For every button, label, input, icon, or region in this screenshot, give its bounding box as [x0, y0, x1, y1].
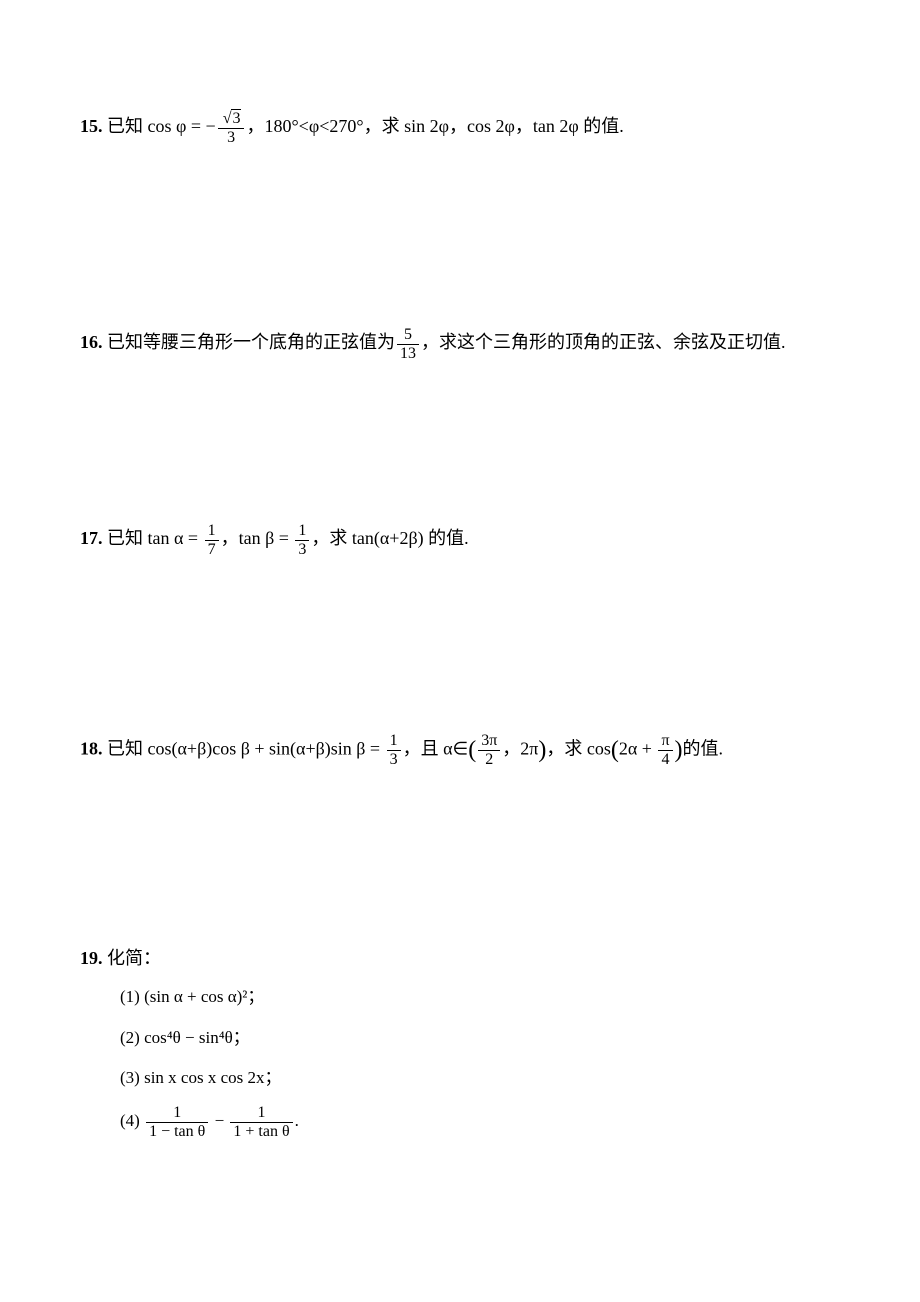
problem-text-mid1: ，且 α∈	[403, 738, 469, 758]
sub-item-3: (3) sin x cos x cos 2x；	[120, 1063, 840, 1094]
fraction-left: 1 1 − tan θ	[146, 1104, 208, 1140]
problem-text-range: ，180°<φ<270°，求 sin 2φ，cos 2φ，tan 2φ 的值.	[246, 116, 623, 136]
numerator: π	[658, 732, 672, 751]
sub-label: (3)	[120, 1068, 140, 1087]
fraction-1-over-3: 1 3	[295, 522, 309, 558]
denominator: 2	[478, 751, 500, 769]
problem-text-suffix: ，求 tan(α+2β) 的值.	[311, 529, 468, 549]
sub-text: (sin α + cos α)²；	[144, 987, 264, 1006]
period: .	[295, 1111, 299, 1130]
problem-text-prefix: 已知等腰三角形一个底角的正弦值为	[107, 332, 395, 352]
sub-label: (1)	[120, 987, 140, 1006]
interval-end: ，2π	[502, 738, 538, 758]
problem-text-mid: ，tan β =	[221, 529, 294, 549]
fraction-right: 1 1 + tan θ	[230, 1104, 292, 1140]
denominator: 3	[295, 541, 309, 559]
numerator: 3	[218, 110, 245, 129]
denominator: 3	[387, 751, 401, 769]
numerator: 3π	[478, 732, 500, 751]
sub-item-1: (1) (sin α + cos α)²；	[120, 982, 840, 1013]
problem-number: 19.	[80, 948, 103, 968]
fraction-1-over-3: 1 3	[387, 732, 401, 768]
numerator: 1	[387, 732, 401, 751]
right-paren-icon: )	[675, 737, 683, 763]
problem-number: 18.	[80, 738, 103, 758]
denominator: 1 − tan θ	[146, 1123, 208, 1141]
numerator: 1	[146, 1104, 208, 1123]
fraction-3pi-over-2: 3π 2	[478, 732, 500, 768]
problem-text-prefix: 已知 tan α =	[107, 529, 203, 549]
problem-text-prefix: 已知 cos φ =	[107, 116, 206, 136]
sub-item-2: (2) cos⁴θ − sin⁴θ；	[120, 1023, 840, 1054]
problem-text-suffix: ，求这个三角形的顶角的正弦、余弦及正切值.	[421, 332, 786, 352]
problem-15: 15. 已知 cos φ = − 3 3 ，180°<φ<270°，求 sin …	[80, 110, 840, 146]
minus-sign: −	[210, 1111, 228, 1130]
sub-text: sin x cos x cos 2x；	[144, 1068, 281, 1087]
problem-18: 18. 已知 cos(α+β)cos β + sin(α+β)sin β = 1…	[80, 729, 840, 772]
numerator: 5	[397, 326, 419, 345]
problem-text-mid2: ，求 cos	[546, 738, 611, 758]
problem-16: 16. 已知等腰三角形一个底角的正弦值为 5 13 ，求这个三角形的顶角的正弦、…	[80, 326, 840, 362]
fraction-5-over-13: 5 13	[397, 326, 419, 362]
problem-title: 化简：	[107, 948, 161, 968]
denominator: 1 + tan θ	[230, 1123, 292, 1141]
problem-text-prefix: 已知 cos(α+β)cos β + sin(α+β)sin β =	[107, 738, 385, 758]
numerator: 1	[230, 1104, 292, 1123]
fraction-1-over-7: 1 7	[205, 522, 219, 558]
left-paren-icon: (	[611, 737, 619, 763]
denominator: 3	[218, 129, 245, 147]
problem-number: 15.	[80, 116, 103, 136]
problem-number: 17.	[80, 529, 103, 549]
sub-item-4: (4) 1 1 − tan θ − 1 1 + tan θ .	[120, 1104, 840, 1140]
denominator: 13	[397, 345, 419, 363]
numerator: 1	[295, 522, 309, 541]
sqrt-icon: 3	[221, 110, 242, 128]
sub-label: (4)	[120, 1111, 140, 1130]
minus-sign: −	[206, 116, 216, 136]
left-paren-icon: (	[468, 737, 476, 763]
numerator: 1	[205, 522, 219, 541]
problem-text-suffix: 的值.	[683, 738, 724, 758]
problem-number: 16.	[80, 332, 103, 352]
sub-items: (1) (sin α + cos α)²； (2) cos⁴θ − sin⁴θ；…	[120, 982, 840, 1140]
problem-17: 17. 已知 tan α = 1 7 ，tan β = 1 3 ，求 tan(α…	[80, 522, 840, 558]
fraction-pi-over-4: π 4	[658, 732, 672, 768]
sub-label: (2)	[120, 1028, 140, 1047]
problem-19: 19. 化简： (1) (sin α + cos α)²； (2) cos⁴θ …	[80, 942, 840, 1140]
arg-prefix: 2α +	[619, 738, 657, 758]
fraction-sqrt3-over-3: 3 3	[218, 110, 245, 146]
sub-text: cos⁴θ − sin⁴θ；	[144, 1028, 250, 1047]
denominator: 7	[205, 541, 219, 559]
denominator: 4	[658, 751, 672, 769]
